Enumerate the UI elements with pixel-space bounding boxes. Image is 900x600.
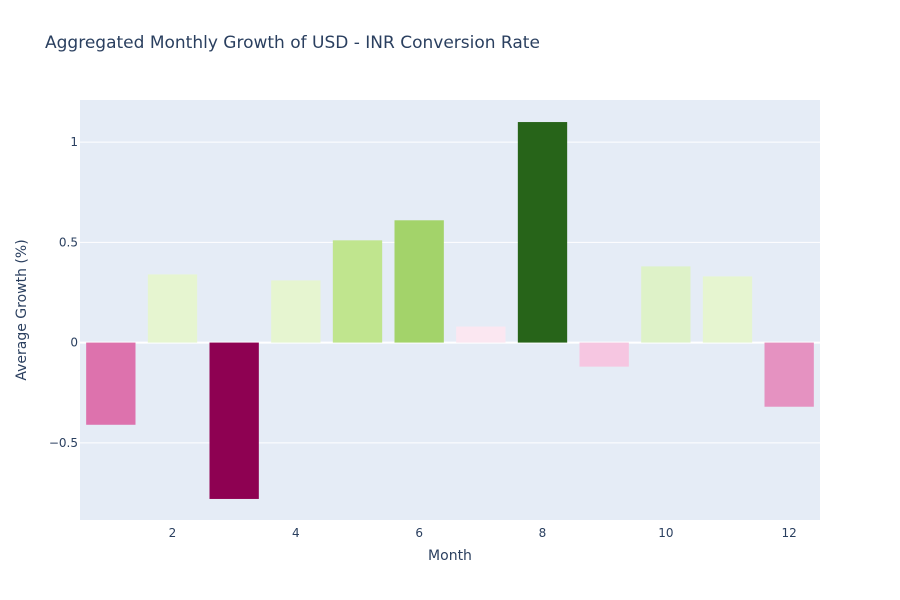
gridlines xyxy=(80,141,820,444)
y-axis-title: Average Growth (%) xyxy=(14,239,30,380)
y-tick-label: −0.5 xyxy=(49,436,78,450)
bar-month-9[interactable] xyxy=(579,342,629,367)
y-tick-label: 0.5 xyxy=(59,235,78,249)
y-tick-label: 1 xyxy=(70,135,78,149)
x-tick-label: 4 xyxy=(292,526,300,540)
x-axis-title: Month xyxy=(428,548,472,564)
bar-month-7[interactable] xyxy=(456,326,506,343)
x-tick-label: 2 xyxy=(169,526,177,540)
bar-month-12[interactable] xyxy=(764,342,814,407)
chart-title: Aggregated Monthly Growth of USD - INR C… xyxy=(45,33,540,53)
x-axis-ticks: 2 4 6 8 10 12 xyxy=(169,526,797,540)
bar-month-8[interactable] xyxy=(517,122,568,343)
bar-month-3[interactable] xyxy=(209,342,259,499)
bar-month-11[interactable] xyxy=(702,276,753,343)
x-tick-label: 8 xyxy=(539,526,547,540)
x-tick-label: 10 xyxy=(658,526,673,540)
y-tick-label: 0 xyxy=(70,336,78,350)
bar-month-6[interactable] xyxy=(394,220,444,343)
x-tick-label: 6 xyxy=(415,526,423,540)
bar-month-5[interactable] xyxy=(332,240,383,343)
bar-month-4[interactable] xyxy=(271,280,321,343)
bars xyxy=(86,122,814,499)
bar-month-1[interactable] xyxy=(86,342,136,425)
bar-month-2[interactable] xyxy=(147,274,198,343)
bar-month-10[interactable] xyxy=(641,266,691,343)
plot-area xyxy=(80,100,820,520)
x-tick-label: 12 xyxy=(782,526,797,540)
y-axis-ticks: −0.5 0 0.5 1 xyxy=(49,135,78,450)
